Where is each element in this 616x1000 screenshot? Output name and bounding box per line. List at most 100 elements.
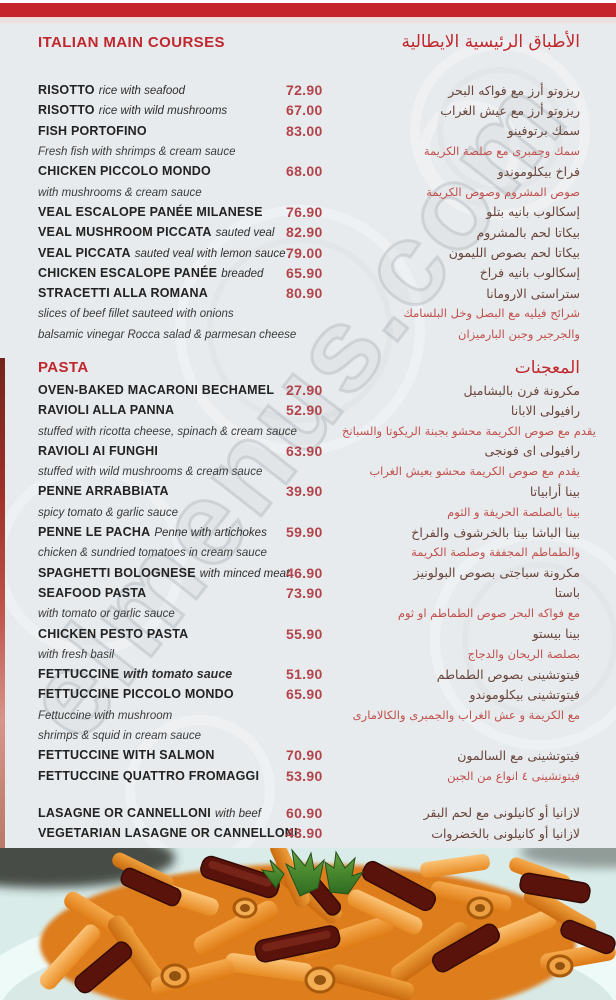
item-price: 65.90: [286, 264, 323, 281]
item-name: FISH PORTOFINO: [38, 123, 147, 138]
item-english: FETTUCCINE with tomato sauce: [38, 665, 286, 683]
menu-item-row: VEAL MUSHROOM PICCATA sauted veal 82.90 بيك…: [38, 222, 580, 242]
item-price: 70.90: [286, 747, 323, 764]
item-arabic: فيتوتشينى بيكلوموندو: [469, 686, 580, 702]
item-arabic: مع فواكه البحر صوص الطماطم او ثوم: [397, 606, 580, 621]
item-arabic: لازانيا أو كانيلونى بالخضروات: [431, 825, 580, 841]
item-english: LASAGNE OR CANNELLONI with beef: [38, 804, 286, 822]
item-price: 82.90: [286, 224, 323, 241]
item-description-row: with tomato or garlic sauce مع فواكه البح…: [38, 603, 580, 623]
item-english: CHICKEN PESTO PASTA: [38, 625, 286, 643]
item-price: 79.00: [286, 244, 323, 261]
item-price: 68.00: [286, 163, 323, 180]
menu-section: ITALIAN MAIN COURSES الأطباق الرئيسية الا…: [38, 30, 580, 344]
item-arabic: بينا بيستو: [532, 626, 580, 642]
item-english: FETTUCCINE QUATTRO FROMAGGI: [38, 767, 286, 785]
item-name: VEAL PICCATA: [38, 245, 131, 260]
item-name: FETTUCCINE: [38, 667, 120, 682]
item-subtext: Fresh fish with shrimps & cream sauce: [38, 146, 236, 159]
menu-item-row: FETTUCCINE with tomato sauce 51.90 فيتوتشين…: [38, 664, 580, 684]
item-subtext: spicy tomato & garlic sauce: [38, 506, 178, 519]
item-subtext: with mushrooms & cream sauce: [38, 186, 202, 199]
item-arabic: بينا الباشا بينا بالخرشوف والفراخ: [411, 524, 580, 540]
item-price: 59.90: [286, 524, 323, 541]
item-arabic: فيتوتشينى ٤ انواع من الجبن: [447, 768, 580, 783]
item-name: SPAGHETTI BOLOGNESE: [38, 565, 196, 580]
item-english: RISOTTO rice with wild mushrooms: [38, 101, 286, 119]
item-english: RAVIOLI ALLA PANNA: [38, 401, 286, 419]
item-price: 65.90: [286, 686, 323, 703]
item-arabic: رافيولى الابانا: [510, 402, 580, 418]
item-name: RISOTTO: [38, 83, 95, 98]
item-arabic: يقدم مع صوص الكريمة محشو بعيش الغراب: [369, 464, 580, 479]
section-title-arabic: المعجنات: [514, 357, 580, 378]
item-arabic: ستراستى الارومانا: [486, 285, 580, 301]
item-name: STRACETTI ALLA ROMANA: [38, 286, 208, 301]
item-english: VEAL MUSHROOM PICCATA sauted veal: [38, 223, 286, 241]
item-english: spicy tomato & garlic sauce: [38, 503, 286, 521]
item-description-row: slices of beef fillet sauteed with onion…: [38, 303, 580, 323]
item-name: OVEN-BAKED MACARONI BECHAMEL: [38, 383, 275, 397]
item-name: PENNE ARRABBIATA: [38, 484, 169, 499]
item-description-row: shrimps & squid in cream sauce: [38, 725, 580, 745]
item-arabic: مكرونة فرن بالبشاميل: [463, 382, 580, 398]
item-desc: Penne with artichokes: [154, 527, 267, 540]
item-english: with tomato or garlic sauce: [38, 604, 286, 622]
item-description-row: chicken & sundried tomatoes in cream sau…: [38, 542, 580, 562]
item-arabic: شرائح فيليه مع البصل وخل البلسامك: [403, 306, 580, 321]
item-arabic: مع الكريمة و عش الغراب والجمبرى والكالام…: [352, 707, 580, 722]
menu-item-row: CHICKEN PICCOLO MONDO 68.00 فراخ بيكلوموند…: [38, 161, 580, 181]
item-name: RISOTTO: [38, 103, 95, 118]
item-name: CHICKEN PICCOLO MONDO: [38, 164, 211, 179]
item-subtext: stuffed with wild mushrooms & cream sauc…: [38, 466, 263, 479]
menu-item-row: LASAGNE OR CANNELLONI with beef 60.90 لازان…: [38, 803, 580, 823]
item-name: SEAFOOD PASTA: [38, 585, 147, 600]
item-english: balsamic vinegar Rocca salad & parmesan …: [38, 325, 296, 343]
item-arabic: رافيولى اى فونجى: [484, 443, 580, 459]
item-english: CHICKEN PICCOLO MONDO: [38, 162, 286, 180]
item-desc: rice with seafood: [98, 85, 186, 98]
dish-photo: [0, 848, 616, 1000]
item-subtext: balsamic vinegar Rocca salad & parmesan …: [38, 328, 297, 341]
section-gap: [38, 786, 580, 803]
item-description-row: stuffed with wild mushrooms & cream sauc…: [38, 461, 580, 481]
item-subtext: chicken & sundried tomatoes in cream sau…: [38, 547, 267, 560]
menu-item-row: VEAL PICCATA sauted veal with lemon sauce…: [38, 242, 580, 262]
menu-item-row: CHICKEN PESTO PASTA 55.90 بينا بيستو: [38, 623, 580, 643]
item-arabic: بينا أرابياتا: [529, 483, 580, 499]
left-photo-edge-strip: [0, 358, 5, 848]
item-price: 76.90: [286, 203, 323, 220]
section-header: ITALIAN MAIN COURSES الأطباق الرئيسية الا…: [38, 30, 580, 54]
section-title-arabic: الأطباق الرئيسية الايطالية: [401, 32, 580, 52]
menu-item-row: FETTUCCINE QUATTRO FROMAGGI 53.90 فيتوتشين…: [38, 766, 580, 786]
item-price: 67.00: [286, 102, 323, 119]
item-arabic: فيتوتشينى مع السالمون: [457, 747, 580, 763]
menu-item-row: VEAL ESCALOPE PANÉE MILANESE 76.90 إسكالوب…: [38, 202, 580, 222]
item-english: PENNE ARRABBIATA: [38, 482, 286, 500]
menu-item-row: VEGETARIAN LASAGNE OR CANNELLONI 43.90 لاز…: [38, 823, 580, 843]
item-english: SPAGHETTI BOLOGNESE with minced meat: [38, 564, 289, 582]
item-subtext: with fresh basil: [38, 648, 115, 661]
item-price: 55.90: [286, 625, 323, 642]
item-description-row: stuffed with ricotta cheese, spinach & c…: [38, 420, 596, 440]
item-english: Fresh fish with shrimps & cream sauce: [38, 142, 286, 160]
item-arabic: والطماطم المجففة وصلصة الكريمة: [411, 545, 580, 560]
item-english: OVEN-BAKED MACARONI BECHAMEL: [38, 381, 286, 399]
item-price: 39.90: [286, 483, 323, 500]
menu-item-row: SPAGHETTI BOLOGNESE with minced meat 46.90…: [38, 563, 580, 583]
item-arabic: فيتوتشينى بصوص الطماطم: [436, 666, 580, 682]
item-description-row: with fresh basil بصلصة الريحان والدجاج: [38, 644, 580, 664]
item-english: VEGETARIAN LASAGNE OR CANNELLONI: [38, 824, 297, 842]
item-english: SEAFOOD PASTA: [38, 584, 286, 602]
item-description-row: with mushrooms & cream sauce صوص المشروم …: [38, 181, 580, 201]
item-price: 53.90: [286, 767, 323, 784]
item-english: RISOTTO rice with seafood: [38, 81, 286, 99]
item-arabic: إسكالوب بانيه فراخ: [479, 265, 580, 281]
item-english: chicken & sundried tomatoes in cream sau…: [38, 543, 286, 561]
item-arabic: فراخ بيكلوموندو: [497, 163, 580, 179]
item-price: 60.90: [286, 804, 323, 821]
menu-item-row: SEAFOOD PASTA 73.90 باستا: [38, 583, 580, 603]
item-arabic: صوص المشروم وصوص الكريمة: [426, 184, 580, 199]
top-white-edge: [0, 0, 616, 3]
